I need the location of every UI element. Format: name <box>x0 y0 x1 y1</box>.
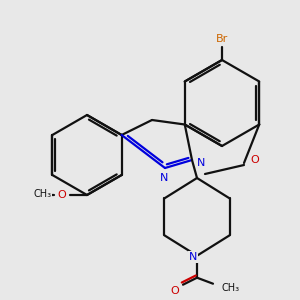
Text: N: N <box>160 173 168 183</box>
Text: N: N <box>189 252 197 262</box>
Text: N: N <box>197 158 205 168</box>
Text: CH₃: CH₃ <box>222 283 240 293</box>
Text: O: O <box>58 190 66 200</box>
Text: O: O <box>250 155 260 165</box>
Text: O: O <box>171 286 179 296</box>
Text: Br: Br <box>216 34 228 44</box>
Text: CH₃: CH₃ <box>33 189 51 199</box>
